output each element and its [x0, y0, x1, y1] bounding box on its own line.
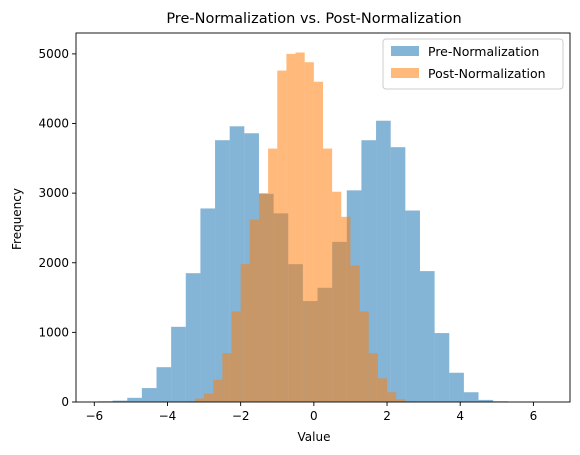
y-tick-label: 3000 — [38, 186, 69, 200]
chart-title: Pre-Normalization vs. Post-Normalization — [166, 11, 461, 27]
histogram-bar-series-2 — [377, 378, 388, 402]
histogram-bar-series-1 — [171, 326, 186, 402]
legend-label-series-1: Pre-Normalization — [428, 44, 539, 59]
histogram-bar-series-2 — [396, 399, 406, 402]
legend: Pre-Normalization Post-Normalization — [382, 38, 564, 90]
y-tick-label: 4000 — [38, 117, 69, 131]
histogram-bar-series-2 — [222, 353, 232, 402]
histogram-bar-series-2 — [313, 81, 323, 403]
histogram-bar-series-2 — [268, 148, 278, 402]
histogram-bar-series-2 — [341, 216, 351, 402]
y-axis-label: Frequency — [10, 188, 24, 250]
legend-swatch-series-2 — [391, 68, 419, 78]
x-tick-label: −6 — [85, 409, 103, 423]
histogram-bar-series-2 — [368, 353, 378, 402]
histogram-bar-series-2 — [240, 264, 250, 402]
histogram-bar-series-1 — [478, 399, 494, 402]
histogram-bar-series-2 — [194, 398, 205, 402]
histogram-bar-series-1 — [405, 210, 420, 402]
histogram-bar-series-2 — [204, 393, 214, 402]
y-tick-label: 5000 — [38, 47, 69, 61]
x-tick-label: 4 — [456, 409, 464, 423]
legend-swatch-series-1 — [391, 46, 419, 56]
axes-layer: −6 −4 −2 0 2 4 6 0 1000 2000 3000 4000 5000 — [38, 32, 571, 423]
histogram-bar-series-1 — [390, 147, 406, 402]
histogram-bar-series-2 — [286, 53, 296, 403]
histogram-bar-series-2 — [323, 148, 333, 402]
histogram-bar-series-2 — [258, 193, 269, 402]
histogram-bar-series-1 — [156, 367, 172, 402]
histogram-bar-series-1 — [127, 397, 142, 402]
histogram-bar-series-1 — [419, 271, 435, 402]
legend-label-series-2: Post-Normalization — [428, 66, 546, 81]
histogram-bar-series-1 — [376, 120, 391, 403]
histogram-bar-series-2 — [277, 70, 287, 403]
x-tick-label: 0 — [310, 409, 318, 423]
y-tick-label: 0 — [61, 395, 69, 409]
histogram-bar-series-1 — [200, 208, 216, 402]
histogram-bar-series-2 — [295, 52, 305, 403]
plot-frame — [75, 32, 571, 403]
histogram-bar-series-2 — [332, 191, 342, 402]
histogram-bar-series-1 — [449, 372, 464, 402]
histogram-bar-series-2 — [359, 311, 369, 402]
bars-layer — [97, 52, 508, 403]
x-axis-label: Value — [298, 430, 331, 444]
histogram-bar-series-1 — [112, 400, 128, 402]
x-tick-label: −2 — [232, 409, 250, 423]
histogram-bar-series-1 — [463, 392, 479, 402]
histogram-bar-series-2 — [304, 62, 314, 402]
histogram-bar-series-1 — [185, 273, 201, 402]
histogram-bar-series-2 — [350, 265, 360, 402]
histogram-bar-series-2 — [387, 392, 397, 402]
y-tick-label: 1000 — [38, 325, 69, 339]
histogram-bar-series-2 — [213, 379, 223, 402]
histogram-bar-series-2 — [249, 219, 259, 402]
histogram-bar-series-1 — [434, 333, 450, 402]
y-tick-label: 2000 — [38, 256, 69, 270]
legend-box — [382, 38, 564, 90]
x-tick-label: −4 — [159, 409, 177, 423]
x-tick-label: 2 — [383, 409, 391, 423]
histogram-bar-series-1 — [215, 140, 230, 402]
histogram-bar-series-1 — [141, 388, 157, 402]
x-tick-label: 6 — [530, 409, 538, 423]
histogram-bar-series-2 — [231, 311, 241, 402]
